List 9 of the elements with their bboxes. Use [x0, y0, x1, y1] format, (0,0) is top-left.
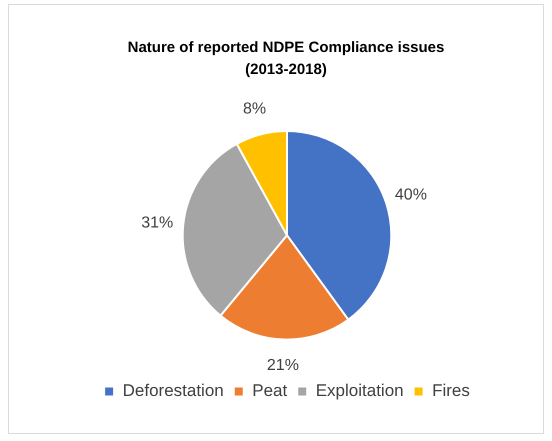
data-label: 40%	[394, 186, 427, 204]
legend-label: Fires	[432, 381, 470, 400]
data-label: 21%	[266, 356, 299, 374]
chart-title: Nature of reported NDPE Compliance issues (2013-2018)	[126, 38, 446, 80]
data-label: 8%	[243, 100, 266, 118]
legend-label: Deforestation	[122, 381, 224, 400]
legend-label: Exploitation	[316, 381, 404, 400]
data-label: 31%	[141, 214, 174, 232]
legend-label: Peat	[252, 381, 288, 400]
